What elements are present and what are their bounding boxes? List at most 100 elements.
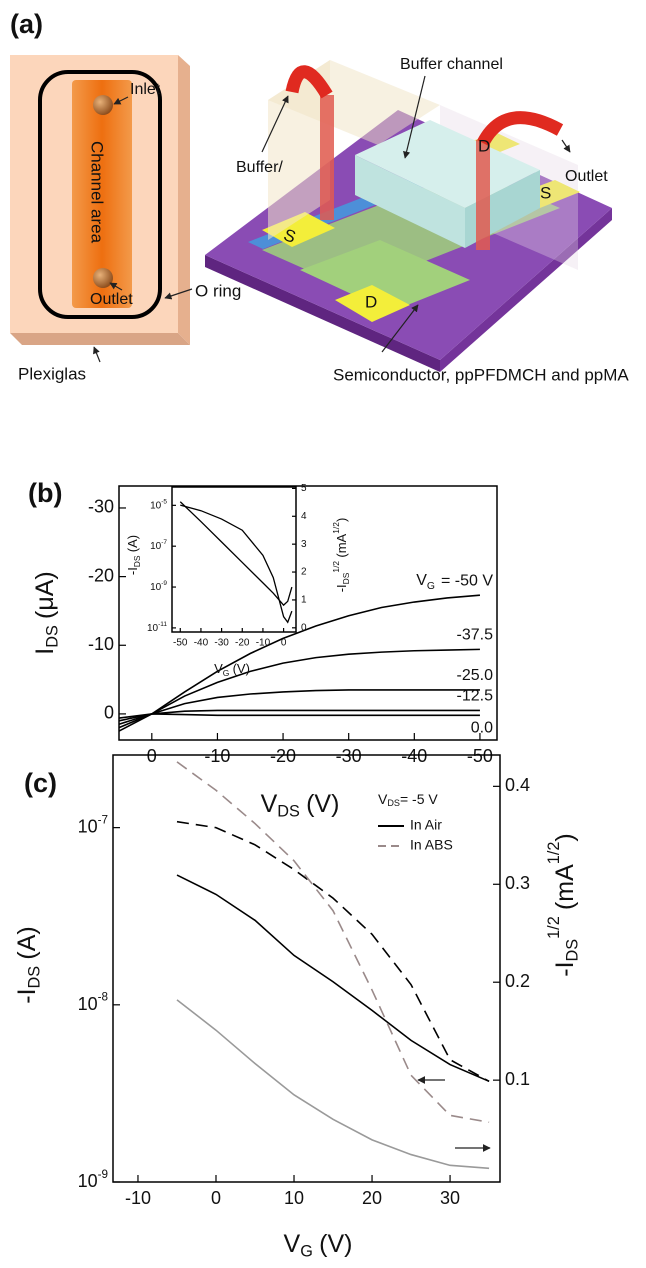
tick-label-exp: -5 [161, 498, 167, 505]
label-part: DS [564, 939, 582, 962]
tick-label-base: 10 [78, 816, 98, 836]
tick-label: 0 [211, 1188, 221, 1208]
label-plexiglas: Plexiglas [18, 364, 86, 383]
tick-label: 3 [301, 539, 307, 550]
tick-label: -50 [467, 746, 493, 766]
curve-label: 0.0 [471, 720, 493, 737]
tick-label-base: 10 [150, 582, 162, 593]
tick-label: -40 [194, 638, 209, 649]
figure: (a) Inlet Channel area Outlet O ring Ple… [0, 0, 646, 1268]
tick-label: -20 [270, 746, 296, 766]
label-part: DS [132, 555, 142, 567]
label-part: (V) [306, 790, 339, 818]
arrow [562, 140, 570, 152]
tick-label: 10-9 [78, 1168, 108, 1191]
label-part: ) [551, 833, 579, 841]
x-axis-label: VG(V) [214, 661, 250, 678]
label-outlet: Outlet [565, 168, 608, 185]
tick-label-base: 10 [147, 623, 159, 634]
label-part: (μA) [31, 571, 59, 619]
tick-label: 30 [440, 1188, 460, 1208]
tick-label: 1 [301, 595, 307, 606]
curve-label: -37.5 [457, 627, 494, 644]
panel-label: (b) [28, 478, 62, 508]
label-part: G [427, 581, 435, 592]
label-part: (mA [551, 864, 579, 910]
tick-label: 0.2 [505, 971, 530, 991]
label-part: V [214, 661, 223, 676]
tick-label: -20 [235, 638, 250, 649]
tick-label: 10-5 [150, 498, 167, 511]
data-line [119, 690, 480, 724]
pad-label: D [478, 136, 490, 155]
tick-label: -10 [204, 746, 230, 766]
y-axis-label: IDS(μA) [31, 571, 62, 655]
y-axis-label: -IDS (A) [13, 926, 44, 1003]
tick-label: -30 [336, 746, 362, 766]
tick-label: -50 [173, 638, 188, 649]
device [205, 60, 612, 372]
y2-axis-label: -IDS1/2(mA1/2) [331, 518, 351, 593]
tick-label: 10-7 [150, 539, 167, 552]
label-outlet: Outlet [90, 291, 133, 308]
tick-label-base: 10 [78, 994, 98, 1014]
plot-frame [113, 755, 500, 1182]
label-part: (mA [334, 533, 349, 557]
tick-label: 10-8 [78, 991, 108, 1014]
label-part: I [31, 648, 59, 655]
tick-label: 0.3 [505, 873, 530, 893]
tick-label: -20 [88, 565, 114, 585]
label-part: 1/2 [331, 522, 341, 534]
curve-label-prefix: VG [416, 572, 435, 591]
label-part: ) [334, 518, 349, 522]
label-part: G [300, 1243, 313, 1261]
label-part: V [261, 790, 278, 818]
tick-label: 10-7 [78, 814, 108, 837]
label-part: DS [26, 966, 44, 989]
label-part: -I [551, 961, 579, 976]
label-buffer: Buffer/ [236, 159, 283, 176]
tick-label: 0 [281, 638, 287, 649]
tick-label: 2 [301, 567, 307, 578]
tick-label: 0 [104, 703, 114, 723]
data-line [177, 822, 489, 1082]
panel-label: (a) [10, 9, 43, 39]
curve-label: -12.5 [457, 688, 494, 705]
label-o-ring: O ring [195, 281, 241, 300]
x-axis-label: VG (V) [284, 1230, 353, 1261]
tick-label: 0 [147, 746, 157, 766]
tick-label-exp: -8 [98, 991, 108, 1004]
label-part: -I [125, 567, 140, 575]
label-part: V [416, 572, 427, 589]
y-axis-label: -IDS(A) [125, 535, 142, 575]
data-line [119, 714, 480, 718]
label-channel-area: Channel area [88, 141, 107, 244]
tick-label: 5 [301, 483, 307, 494]
label-semiconductor: Semiconductor, ppPFDMCH and ppMA [333, 365, 629, 384]
tick-label: -10 [88, 634, 114, 654]
label-part: (A) [13, 926, 41, 959]
tick-label-base: 10 [150, 541, 162, 552]
data-line [177, 1000, 489, 1168]
tick-label: 10-9 [150, 580, 167, 593]
curve-label: -25.0 [457, 667, 494, 684]
tick-label: 4 [301, 511, 307, 522]
legend-title: VDS= -5 V [378, 791, 438, 809]
pad-label: S [540, 183, 551, 202]
label-inlet: Inlet [130, 81, 161, 98]
tick-label: -30 [88, 497, 114, 517]
tick-label: 0 [301, 622, 307, 633]
tick-label: -10 [256, 638, 271, 649]
label-part: DS [387, 799, 400, 809]
tick-label-base: 10 [150, 500, 162, 511]
y2-axis-label: -IDS1/2(mA1/2) [545, 833, 582, 976]
tick-label-exp: -11 [158, 621, 167, 628]
label-part: V [284, 1230, 301, 1258]
label-part: (V) [319, 1230, 352, 1258]
label-part: DS [341, 572, 351, 584]
tick-label: 10 [284, 1188, 304, 1208]
data-line [177, 875, 489, 1081]
legend-label: In ABS [410, 837, 453, 853]
label-part: 1/2 [331, 561, 341, 573]
label-part: -I [13, 988, 41, 1003]
